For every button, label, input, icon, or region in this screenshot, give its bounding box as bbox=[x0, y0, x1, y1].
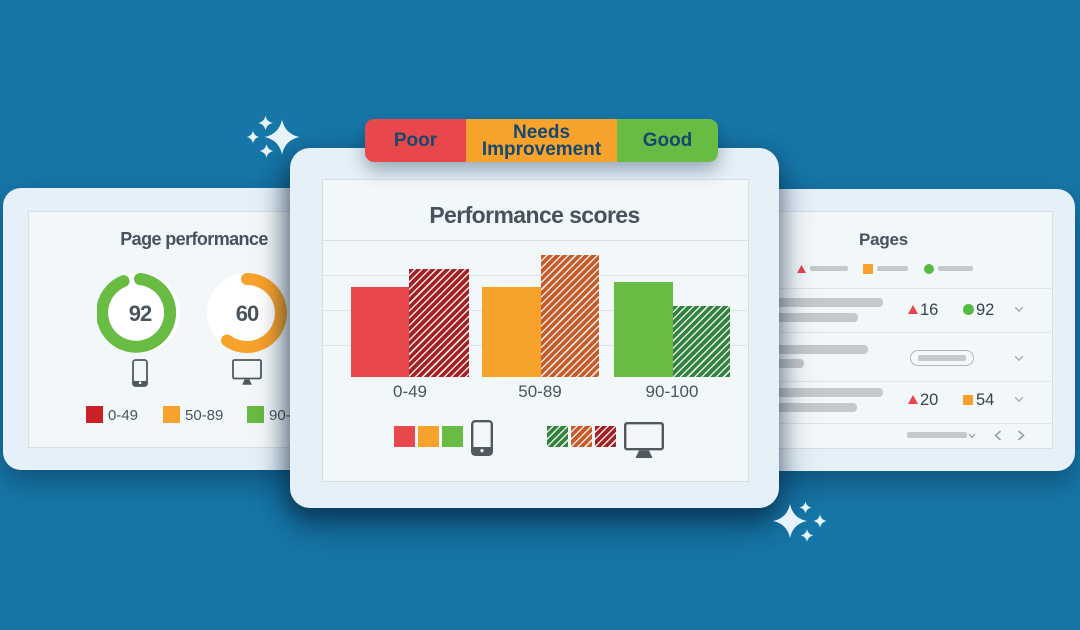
svg-text:92: 92 bbox=[129, 301, 152, 326]
svg-text:60: 60 bbox=[236, 301, 259, 326]
